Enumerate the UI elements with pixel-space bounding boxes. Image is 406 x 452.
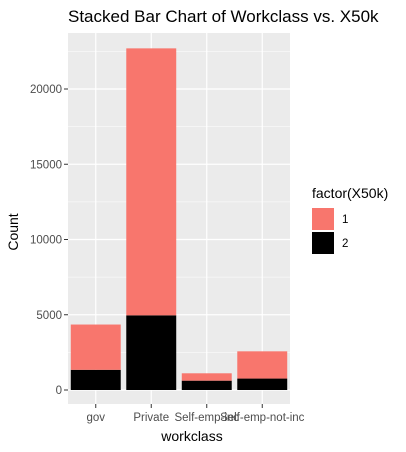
legend-label: 2 (342, 238, 348, 250)
bar-Self-emp-inc-series-1 (181, 373, 232, 381)
legend-key-2 (312, 232, 334, 254)
bar-Self-emp-not-inc-series-1 (237, 351, 288, 379)
bar-Private-series-2 (126, 315, 177, 390)
legend-title: factor(X50k) (312, 185, 388, 201)
y-axis-title: Count (5, 213, 21, 250)
y-tick-label: 15000 (30, 159, 62, 171)
y-tick-label: 5000 (36, 310, 62, 322)
y-tick-label: 0 (56, 385, 62, 397)
legend: factor(X50k) 1 2 (312, 185, 388, 254)
y-tick-label: 20000 (30, 84, 62, 96)
x-axis-title: workclass (160, 428, 222, 444)
x-tick-label: Self-emp-not-inc (220, 412, 305, 424)
legend-label: 1 (342, 214, 348, 226)
plot-panel (68, 33, 290, 404)
y-tick-label: 10000 (30, 235, 62, 247)
bar-gov-series-1 (70, 324, 121, 370)
y-axis: 0 5000 10000 15000 20000 (30, 84, 68, 397)
bar-Private-series-1 (126, 48, 177, 316)
bar-gov-series-2 (70, 369, 121, 390)
bar-Self-emp-inc-series-2 (181, 380, 232, 390)
legend-key-1 (312, 208, 334, 230)
bars (70, 48, 288, 390)
bar-Self-emp-not-inc-series-2 (237, 378, 288, 390)
x-tick-label: Private (133, 412, 169, 424)
x-tick-label: Self-emp-inc (174, 412, 239, 424)
x-tick-label: gov (86, 412, 105, 424)
chart-title: Stacked Bar Chart of Workclass vs. X50k (68, 7, 379, 26)
